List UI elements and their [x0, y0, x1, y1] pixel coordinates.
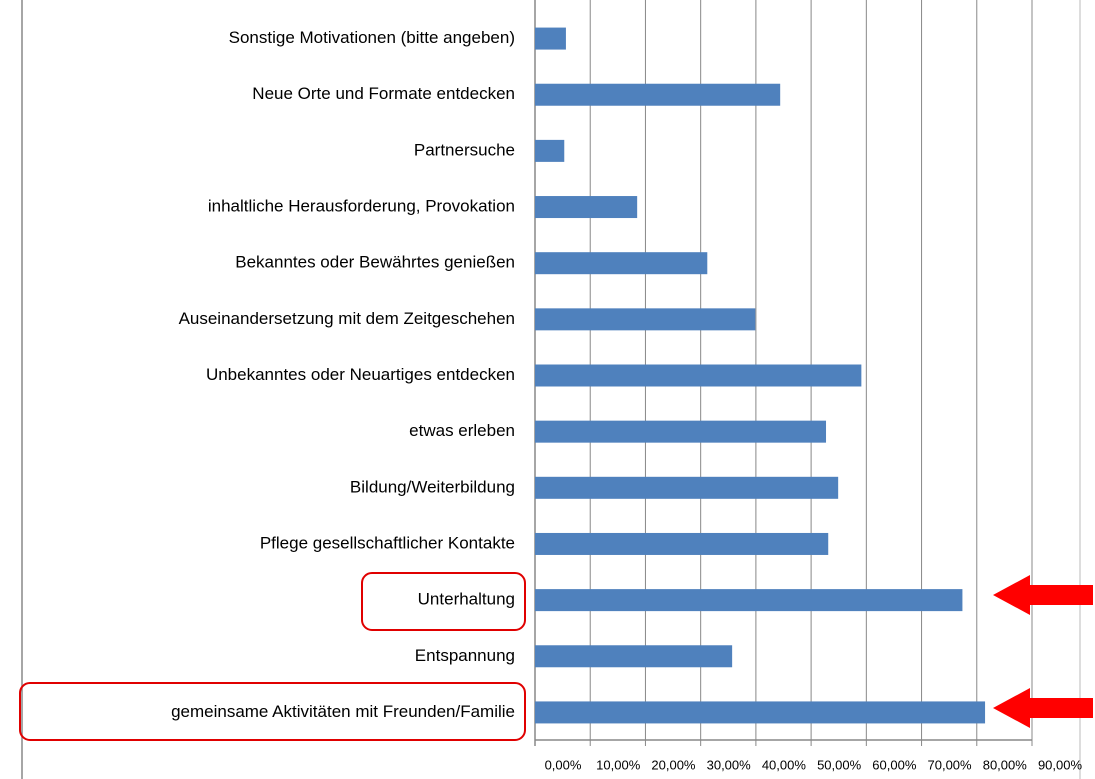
bar	[535, 27, 566, 50]
bar	[535, 83, 781, 106]
x-tick-label: 10,00%	[596, 757, 641, 772]
bar	[535, 364, 862, 387]
bar	[535, 532, 829, 555]
plot-area: 0,00% 10,00% 20,00% 30,00% 40,00% 50,00% 60,00…	[171, 0, 1082, 772]
y-tick-label: inhaltliche Herausforderung, Provokation	[208, 197, 515, 216]
y-tick-label: Unbekanntes oder Neuartiges entdecken	[206, 365, 515, 384]
y-tick-label: gemeinsame Aktivitäten mit Freunden/Fami…	[171, 702, 515, 721]
y-tick-label: Bildung/Weiterbildung	[350, 477, 515, 496]
bar	[535, 701, 986, 724]
y-tick-label: etwas erleben	[409, 421, 515, 440]
bar	[535, 420, 827, 443]
bar	[535, 645, 733, 668]
y-tick-label: Entspannung	[415, 646, 515, 665]
highlight-box	[361, 572, 526, 631]
arrow	[993, 688, 1093, 728]
y-tick-label: Pflege gesellschaftlicher Kontakte	[260, 533, 515, 552]
bar	[535, 252, 708, 275]
y-tick-label: Partnersuche	[414, 140, 515, 159]
x-tick-label: 20,00%	[651, 757, 696, 772]
x-tick-label: 30,00%	[707, 757, 752, 772]
arrow	[993, 575, 1093, 615]
x-tick-label: 70,00%	[928, 757, 973, 772]
y-tick-label: Neue Orte und Formate entdecken	[252, 84, 515, 103]
bar	[535, 308, 756, 331]
x-tick-label: 90,00%	[1038, 757, 1083, 772]
x-tick-label: 40,00%	[762, 757, 807, 772]
x-tick-label: 80,00%	[983, 757, 1028, 772]
y-tick-label: Sonstige Motivationen (bitte angeben)	[229, 28, 515, 47]
x-tick-label: 60,00%	[872, 757, 917, 772]
y-tick-label: Auseinandersetzung mit dem Zeitgeschehen	[179, 309, 515, 328]
x-tick-label: 50,00%	[817, 757, 862, 772]
highlight-box	[19, 682, 526, 741]
bar	[535, 139, 565, 162]
bar	[535, 196, 638, 219]
bar	[535, 476, 839, 499]
x-tick-label: 0,00%	[545, 757, 582, 772]
y-tick-label: Unterhaltung	[418, 590, 515, 609]
bar	[535, 589, 963, 612]
y-tick-label: Bekanntes oder Bewährtes genießen	[235, 253, 515, 272]
